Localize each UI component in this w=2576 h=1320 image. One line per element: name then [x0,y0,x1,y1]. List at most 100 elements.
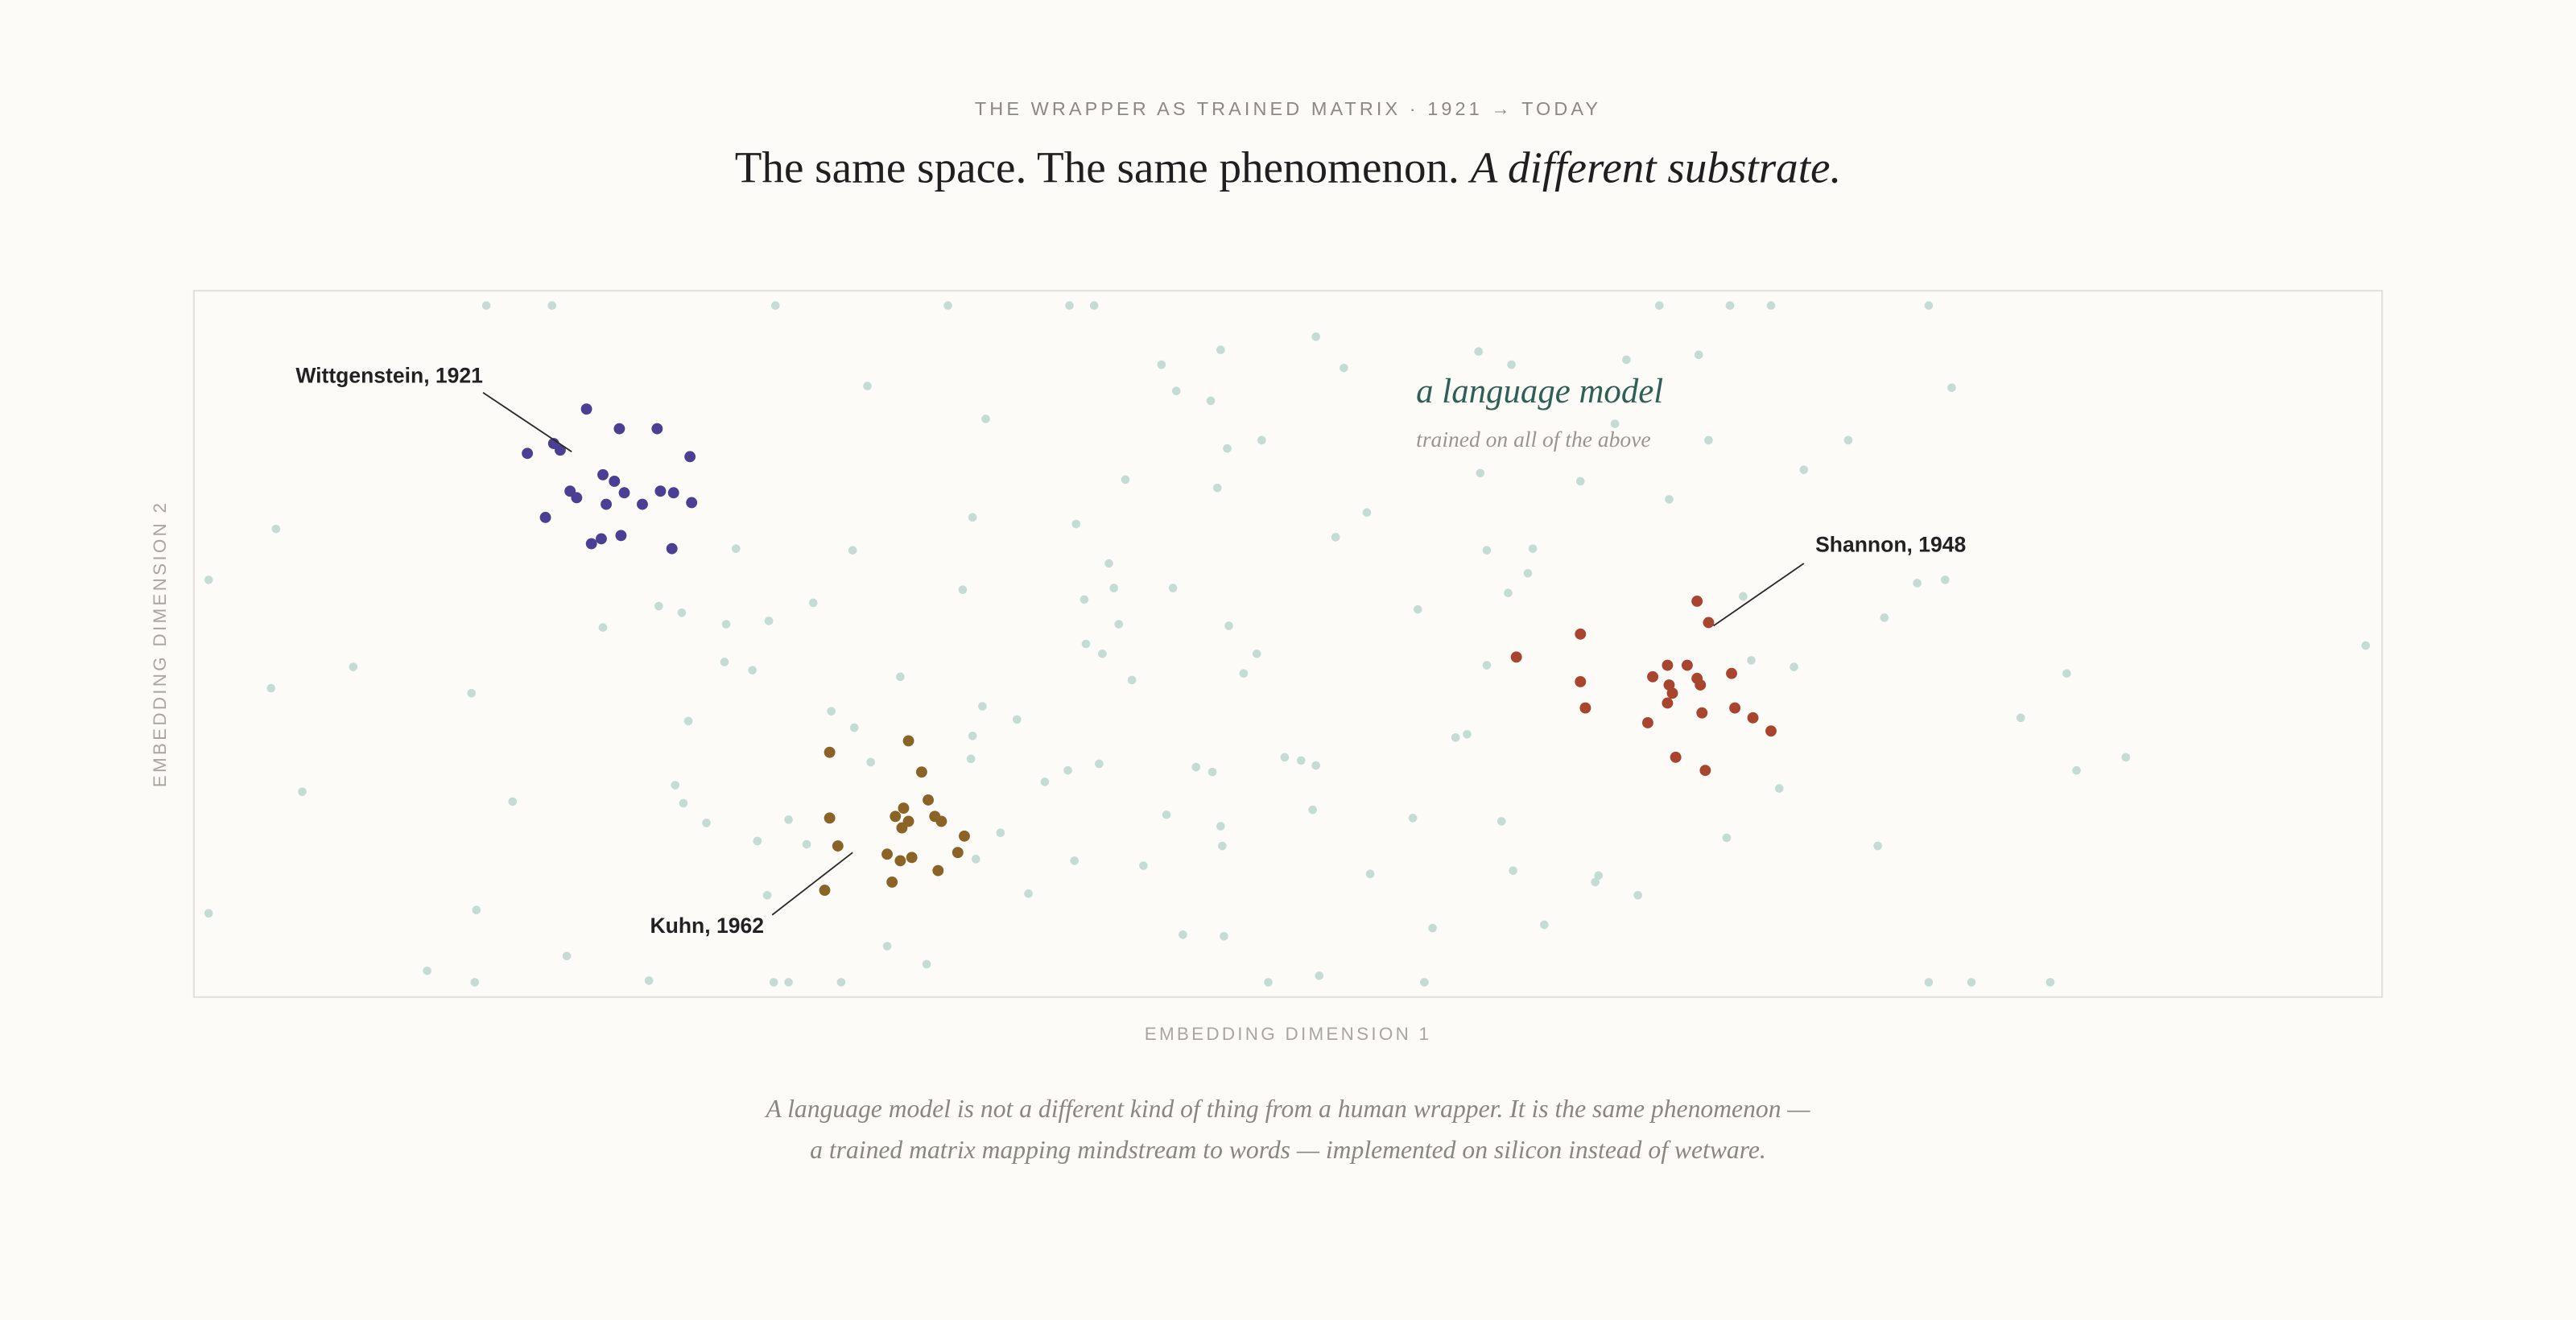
cluster-point [1726,667,1737,679]
cluster-point [952,847,964,859]
cluster-point [609,476,621,487]
series-label: Wittgenstein, 1921 [295,364,483,388]
cluster-point [585,538,597,550]
background-point [2046,978,2055,987]
background-point [981,415,990,423]
title: The same space. The same phenomenon. A d… [735,143,1841,192]
background-point [1065,301,1074,310]
background-point [1311,761,1321,770]
background-point [1095,759,1104,769]
background-point [784,978,793,987]
background-point [1739,592,1748,601]
cluster-point [686,497,698,509]
background-point [1315,971,1324,980]
background-point [1610,419,1620,428]
leader-line [482,391,572,452]
background-point [1365,869,1375,879]
background-point [827,707,836,716]
cluster-point [1647,670,1658,683]
background-point [547,301,557,310]
background-point [1179,930,1187,939]
background-point [1947,383,1956,392]
background-point [472,905,481,914]
background-point [2072,765,2081,775]
background-point [866,757,875,767]
background-point [1308,805,1317,815]
background-point [968,731,977,740]
cluster-point [651,423,663,435]
background-point [863,382,872,390]
cluster-point [1575,676,1587,687]
cluster-point [1575,628,1587,640]
background-point [598,623,608,632]
cluster-point [1662,697,1674,709]
background-point [1071,519,1081,529]
series-label: a language model [1416,373,1663,410]
background-point [1223,443,1232,453]
background-point [1725,301,1735,310]
cluster-point [824,812,836,824]
cluster-point [654,485,667,497]
background-point [1722,833,1732,843]
leader-line [771,852,853,916]
cluster-point [580,403,592,415]
background-point [848,546,857,555]
cluster-point [1696,707,1708,719]
caption-line: A language model is not a different kind… [764,1095,1810,1123]
cluster-point [522,448,534,460]
cluster-point [915,766,927,778]
background-point [1139,861,1148,870]
caption-line: a trained matrix mapping mindstream to w… [810,1136,1766,1164]
background-point [423,966,431,976]
background-point [748,666,757,674]
cluster-point [1666,687,1678,699]
background-point [1216,822,1225,831]
background-point [1463,729,1472,739]
x-axis-label: EMBEDDING DIMENSION 1 [1145,1024,1432,1044]
y-axis-label: EMBEDDING DIMENSION 2 [150,501,170,788]
background-point [481,301,491,310]
annotation: trained on all of the above [1416,427,1651,452]
background-point [1224,621,1233,630]
cluster-point [597,468,609,481]
cluster-point [684,451,696,463]
background-point [1114,620,1124,629]
background-point [1420,978,1429,987]
cluster-point [932,864,944,877]
background-point [784,815,793,824]
background-point [1694,350,1703,360]
cluster-point [824,746,836,758]
background-point [882,942,892,951]
eyebrow: THE WRAPPER AS TRAINED MATRIX · 1921 → T… [975,98,1601,119]
background-point [1311,332,1321,341]
background-point [1070,856,1080,865]
background-point [971,855,980,864]
background-point [1880,613,1889,622]
background-point [1482,546,1492,555]
cluster-point [1642,717,1653,728]
background-point [1575,476,1585,486]
cluster-point [819,885,831,897]
cluster-point [923,794,934,806]
background-point [204,909,213,918]
cluster-point [1703,617,1715,629]
cluster-point [1747,712,1759,724]
background-point [1162,810,1171,819]
background-point [769,978,778,987]
background-point [1413,604,1422,614]
background-point [1121,475,1130,485]
cluster-point [935,815,947,827]
background-point [1040,778,1050,786]
background-point [1362,508,1372,518]
cluster-point [890,811,902,823]
background-point [996,828,1005,837]
background-point [1331,533,1340,542]
background-point [1280,753,1290,762]
background-point [702,819,711,827]
background-point [1924,301,1934,310]
cluster-point [1695,679,1707,691]
background-point [644,976,654,985]
background-point [2016,713,2025,723]
background-point [1109,584,1118,592]
title-italic: A different substrate. [1468,143,1842,192]
